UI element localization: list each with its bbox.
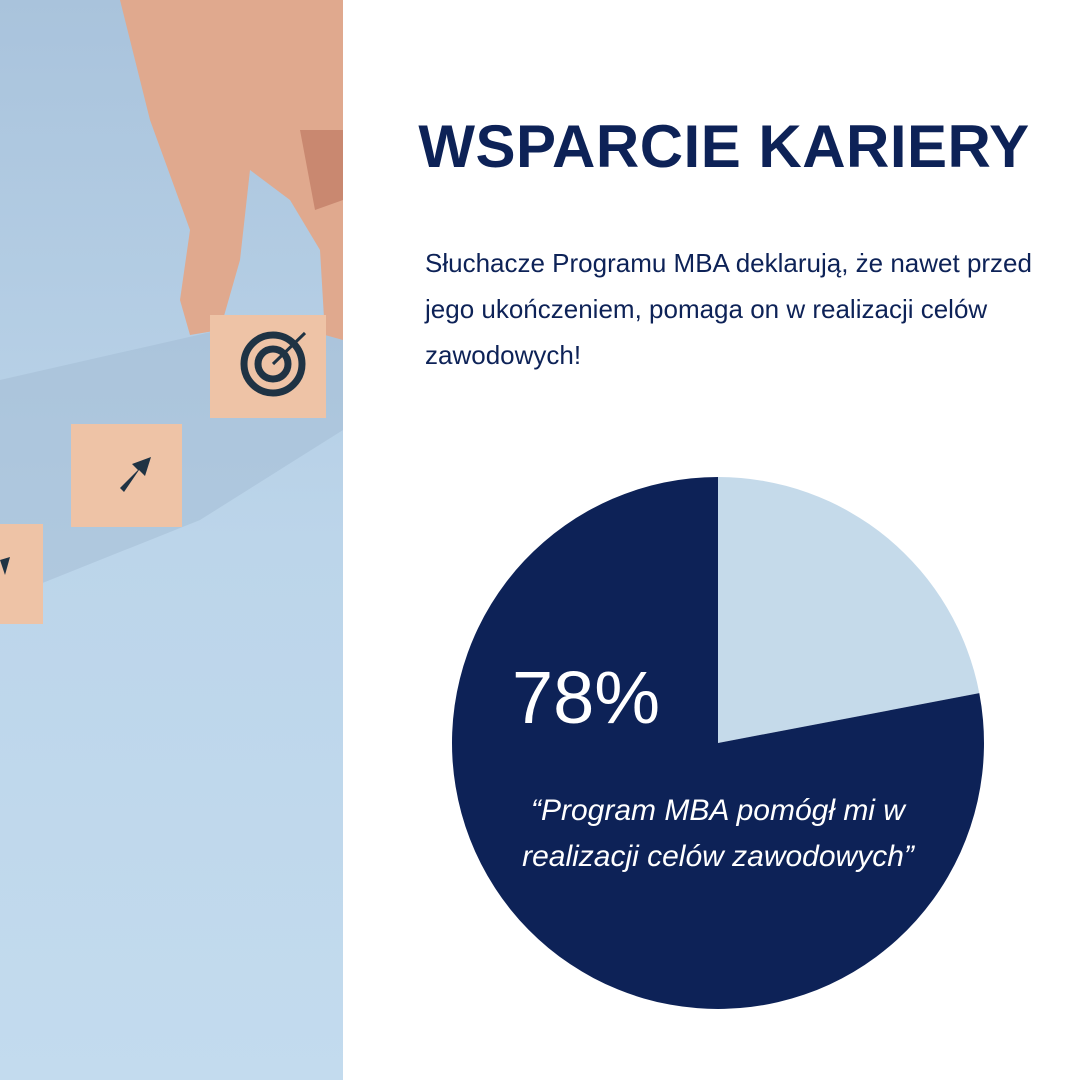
arrow-up-right-icon — [120, 457, 151, 492]
block-arrow — [71, 424, 182, 527]
block-target — [210, 315, 326, 418]
pie-slice-other — [718, 477, 980, 743]
target-icon — [240, 331, 307, 397]
hand — [120, 0, 343, 340]
pie-slice-helped — [452, 477, 985, 1009]
hero-photo-wooden-blocks — [0, 0, 343, 1080]
block-partial — [0, 524, 43, 624]
page-title: WSPARCIE KARIERY — [418, 113, 1030, 180]
slice-value-label: 78% — [512, 656, 661, 739]
description: Słuchacze Programu MBA deklarują, że naw… — [425, 248, 1032, 370]
slice-quote-label: “Program MBA pomógł mi w realizacji celó… — [522, 794, 914, 873]
